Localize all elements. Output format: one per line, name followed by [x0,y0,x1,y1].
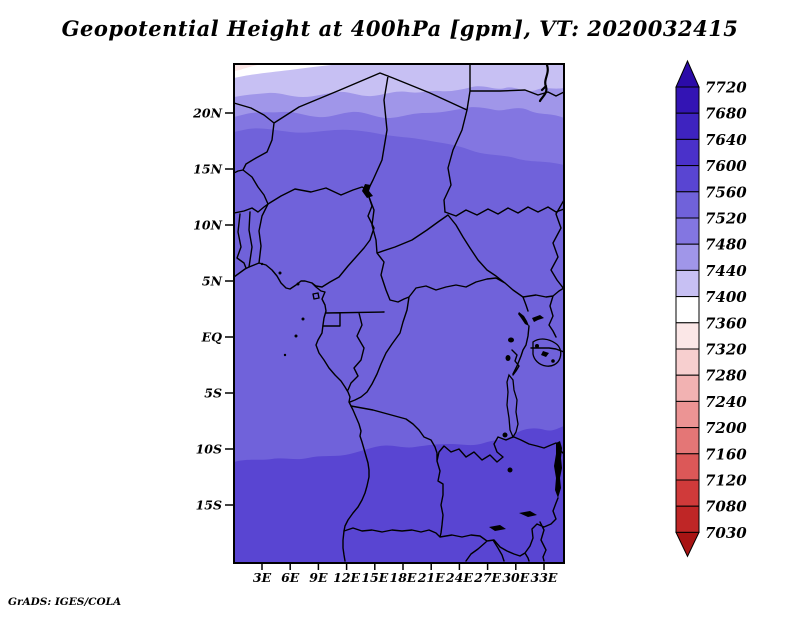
colorbar-arrow-high [675,59,700,88]
colorbar-segment [675,138,700,167]
colorbar-label: 7440 [705,262,747,280]
lon-tick-label: 15E [361,570,388,585]
island-sao-tome [294,334,298,338]
band-7360-7400 [235,65,332,78]
lake-victoria-patch [541,351,549,357]
lake-cahora-bassa [519,511,537,517]
colorbar-segment [675,165,700,193]
lat-tick-label: 15S [196,498,222,513]
lake-chad [362,184,373,198]
colorbar-label: 7600 [705,157,747,175]
country-borders [235,65,563,562]
lat-tick-label: 5N [202,274,223,289]
lake-tanganyika [506,373,519,439]
coastal-mark-3 [260,262,264,266]
colorbar-label: 7480 [705,236,747,254]
colorbar-label: 7240 [705,393,747,411]
colorbar-label: 7400 [705,288,747,306]
colorbar-segment [675,322,700,350]
colorbar-label: 7080 [705,498,747,516]
lake-albert [518,312,529,326]
lake-malawi [554,441,562,498]
colorbar-label: 7200 [705,419,747,437]
colorbar-segment [675,86,700,114]
colorbar-label: 7030 [705,524,747,542]
colorbar-segment [675,112,700,140]
lake-victoria-island2 [551,359,555,363]
colorbar-label: 7560 [705,183,747,201]
lon-tick-label: 33E [531,570,558,585]
lat-tick-label: 15N [193,162,222,177]
colorbar-label: 7720 [705,79,747,97]
island-principe [301,317,305,321]
grads-credit: GrADS: IGES/COLA [8,596,122,608]
colorbar-segment [675,505,700,533]
colorbar-label: 7320 [705,341,747,359]
lake-victoria-outline [532,338,562,367]
colorbar-label: 7360 [705,314,747,332]
lat-tick-label: 20N [192,106,222,121]
lon-tick-label: 6E [281,570,300,585]
lon-tick-label: 27E [473,570,501,585]
lake-nasser [538,65,549,103]
lat-tick-label: 10N [193,218,222,233]
lake-mweru [502,432,508,438]
colorbar-segment [675,400,700,429]
colorbar-label: 7680 [705,105,747,123]
lon-tick-label: 9E [309,570,328,585]
borders-west-africa [236,186,375,288]
colorbar-segment [675,217,700,245]
colorbar-label: 7280 [705,367,747,385]
lat-tick-label: 5S [204,386,222,401]
lake-bangweulu [507,467,513,473]
plot-title: Geopotential Height at 400hPa [gpm], VT:… [61,16,739,41]
coastal-mark-1 [278,271,282,275]
lon-tick-label: 24E [445,570,473,585]
colorbar: 7720 7680 7640 7600 7560 7520 7480 7440 7400 7360… [675,59,747,558]
lake-victoria-island [535,344,539,348]
lake-kyoga [532,315,544,322]
coastal-mark-2 [296,282,300,286]
colorbar-label: 7160 [705,445,747,463]
lat-tick-label: EQ [201,330,223,345]
coastline-west-africa-atlantic [235,262,370,562]
lake-kivu [505,355,511,361]
lake-kariba [489,525,506,531]
lon-tick-label: 12E [333,570,360,585]
band-7560-7600-south [235,426,563,562]
lat-tick-label: 10S [196,442,222,457]
colorbar-segment [675,296,700,324]
lon-tick-label: 30E [502,570,529,585]
lon-tick-label: 21E [417,570,445,585]
lakes [260,184,562,531]
borders-central-africa [349,196,563,403]
colorbar-segment [675,453,700,481]
borders-east-africa [511,287,563,454]
colorbar-segment [675,479,700,507]
colorbar-segment [675,427,700,455]
contour-fill-bands [235,65,563,562]
lon-tick-label: 18E [390,570,417,585]
colorbar-label: 7520 [705,210,747,228]
colorbar-label: 7640 [705,131,747,149]
lon-tick-label: 3E [253,570,272,585]
band-7320-7360 [235,65,258,71]
colorbar-segment [675,191,700,219]
colorbar-segment [675,269,700,298]
borders-sahara-north [235,65,563,214]
colorbar-segment [675,243,700,271]
island-annobon [283,353,287,357]
borders-gabon-eq-guinea [312,292,385,391]
lake-edward [508,337,514,343]
borders-southern-africa [343,405,559,562]
colorbar-segment [675,348,700,376]
colorbar-label: 7120 [705,472,747,490]
map-frame [233,63,565,564]
colorbar-arrow-low [675,531,700,558]
colorbar-segment [675,374,700,402]
